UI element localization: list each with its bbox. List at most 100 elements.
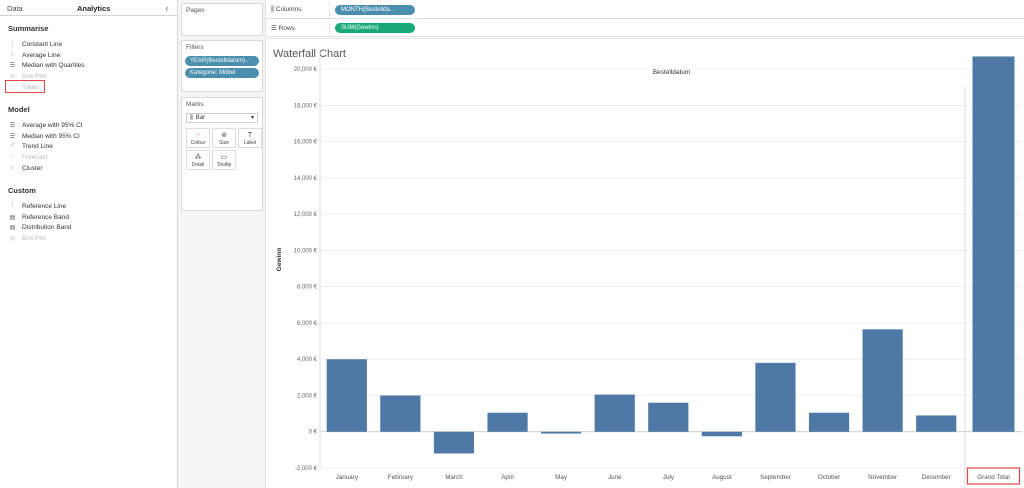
bar-july	[648, 402, 689, 432]
section-summarise-title: Summarise	[8, 24, 49, 33]
tooltip-button[interactable]: ▭ Tooltip	[212, 150, 236, 170]
analytics-item-trend-line[interactable]: ⟋ Trend Line	[8, 141, 53, 151]
analytics-item-reference-line[interactable]: ⫶ Reference Line	[8, 201, 66, 211]
analytics-item-box-plot-custom: ⊞ Box Plot	[8, 233, 46, 243]
filter-pill-year[interactable]: YEAR(Bestelldatum)..	[185, 56, 259, 66]
section-custom-title: Custom	[8, 186, 36, 195]
y-tick-label: 4,000 €	[297, 357, 318, 363]
rows-label-text: Rows	[278, 25, 295, 32]
analytics-item-label: Reference Band	[22, 213, 69, 221]
rows-shelf-label: ☰ Rows	[271, 24, 295, 32]
bar-february	[380, 395, 421, 432]
y-tick-label: 10,000 €	[294, 248, 318, 254]
detail-icon: ⁂	[194, 154, 202, 161]
worksheet-view: Waterfall Chart Bestelldatum -2,000 € 0 € 2…	[266, 38, 1024, 488]
tab-data[interactable]: Data	[7, 4, 23, 13]
analytics-item-reference-band[interactable]: ▤ Reference Band	[8, 212, 69, 222]
filter-pill-kategorie[interactable]: Kategorie: Möbel	[185, 68, 259, 78]
analytics-pane: Data Analytics ‹ Summarise ⫶ Constant Li…	[0, 0, 178, 488]
detail-label: Detail	[191, 162, 205, 168]
y-tick-label: 2,000 €	[297, 393, 318, 399]
range-icon: ☰	[9, 62, 16, 69]
size-label: Size	[219, 140, 229, 146]
analytics-item-label: Trend Line	[22, 142, 53, 150]
analytics-item-box-plot: ⊞ Box Plot	[8, 71, 46, 81]
analytics-item-average-line[interactable]: ⫶ Average Line	[8, 50, 60, 60]
bar-october	[808, 412, 850, 432]
bar-december	[916, 415, 957, 432]
mark-type-dropdown[interactable]: ⫼ Bar ▾	[186, 113, 258, 123]
x-tick-label: May	[555, 474, 568, 481]
rows-shelf[interactable]: ☰ Rows SUM(Gewinn)	[266, 20, 1024, 37]
colour-button[interactable]: ⁘ Colour	[186, 128, 210, 148]
analytics-item-label: Constant Line	[22, 40, 63, 48]
pages-card[interactable]: Pages	[181, 3, 263, 36]
analytics-item-label: Median with 95% CI	[22, 132, 80, 140]
bar-august	[701, 431, 742, 437]
range-icon: ☰	[9, 133, 16, 140]
analytics-item-label: Average Line	[22, 51, 61, 59]
column-header: Bestelldatum	[653, 69, 691, 76]
mark-type-value: Bar	[195, 115, 206, 121]
detail-button[interactable]: ⁂ Detail	[186, 150, 210, 170]
size-button[interactable]: ⊚ Size	[212, 128, 236, 148]
columns-shelf-label: ⫼ Columns	[271, 6, 301, 14]
columns-pill[interactable]: MONTH(Bestellda..	[335, 5, 415, 15]
bar-line-icon: ⫶	[11, 40, 14, 47]
tooltip-icon: ▭	[220, 154, 228, 161]
rows-pill[interactable]: SUM(Gewinn)	[335, 23, 415, 33]
bar-march	[433, 431, 475, 454]
label-button[interactable]: T Label	[238, 128, 262, 148]
analytics-item-distribution-band[interactable]: ▤ Distribution Band	[8, 222, 72, 232]
analytics-item-average-ci[interactable]: ☰ Average with 95% CI	[8, 120, 83, 130]
shelves-pane: Pages Filters YEAR(Bestelldatum).. Kateg…	[178, 0, 266, 488]
bar-line-icon: ⫶	[11, 202, 14, 209]
y-tick-label: 18,000 €	[294, 103, 318, 109]
box-plot-icon: ⊞	[9, 235, 16, 242]
section-model-title: Model	[8, 105, 30, 114]
colour-dots-icon: ⁘	[195, 132, 201, 139]
bar-may	[541, 431, 582, 434]
analytics-item-totals: ▭ Totals	[8, 82, 39, 92]
filters-card[interactable]: Filters YEAR(Bestelldatum).. Kategorie: …	[181, 40, 263, 92]
bar-grand-total	[972, 56, 1015, 432]
tab-analytics[interactable]: Analytics	[77, 4, 111, 13]
bar-november	[862, 329, 903, 432]
y-tick-label: -2,000 €	[295, 466, 318, 472]
analytics-item-median-quartiles[interactable]: ☰ Median with Quartiles	[8, 60, 85, 70]
cluster-icon: ⁘	[9, 165, 16, 172]
columns-shelf[interactable]: ⫼ Columns MONTH(Bestellda..	[266, 2, 1024, 19]
marks-card: Marks ⫼ Bar ▾ ⁘ Colour ⊚ Size T Label ⁂ …	[181, 97, 263, 211]
collapse-pane-icon[interactable]: ‹	[165, 3, 169, 13]
grand-total-highlight-box	[966, 467, 1021, 485]
grand-total-label: Grand Total	[977, 474, 1009, 481]
filters-card-title: Filters	[186, 44, 204, 51]
y-tick-label: 16,000 €	[294, 140, 318, 146]
shelf-divider	[329, 2, 330, 18]
colour-label: Colour	[190, 140, 206, 146]
y-tick-label: 20,000 €	[294, 67, 318, 73]
x-tick-label: November	[868, 474, 897, 481]
y-tick-label: 12,000 €	[294, 212, 318, 218]
y-tick-label: 0 €	[309, 430, 318, 436]
tooltip-label: Tooltip	[216, 162, 232, 168]
x-tick-label: June	[608, 474, 622, 481]
analytics-item-label: Forecast	[22, 153, 48, 161]
analytics-item-constant-line[interactable]: ⫶ Constant Line	[8, 39, 62, 49]
rows-icon: ☰	[271, 25, 279, 32]
pages-card-title: Pages	[186, 7, 205, 14]
y-axis-label: Gewinn	[276, 248, 283, 272]
x-tick-label: April	[501, 474, 514, 481]
analytics-item-cluster[interactable]: ⁘ Cluster	[8, 163, 43, 173]
forecast-icon: ⟋	[10, 153, 15, 160]
band-icon: ▤	[9, 224, 16, 231]
analytics-item-label: Box Plot	[22, 72, 47, 80]
marks-card-title: Marks	[186, 101, 204, 108]
analytics-item-label: Box Plot	[22, 234, 47, 242]
trend-icon: ⟋	[10, 142, 15, 149]
chevron-down-icon: ▾	[250, 115, 254, 121]
shelf-divider	[329, 20, 330, 36]
analytics-item-label: Median with Quartiles	[22, 61, 85, 69]
analytics-item-median-ci[interactable]: ☰ Median with 95% CI	[8, 131, 80, 141]
columns-icon: ⫼	[271, 6, 276, 13]
